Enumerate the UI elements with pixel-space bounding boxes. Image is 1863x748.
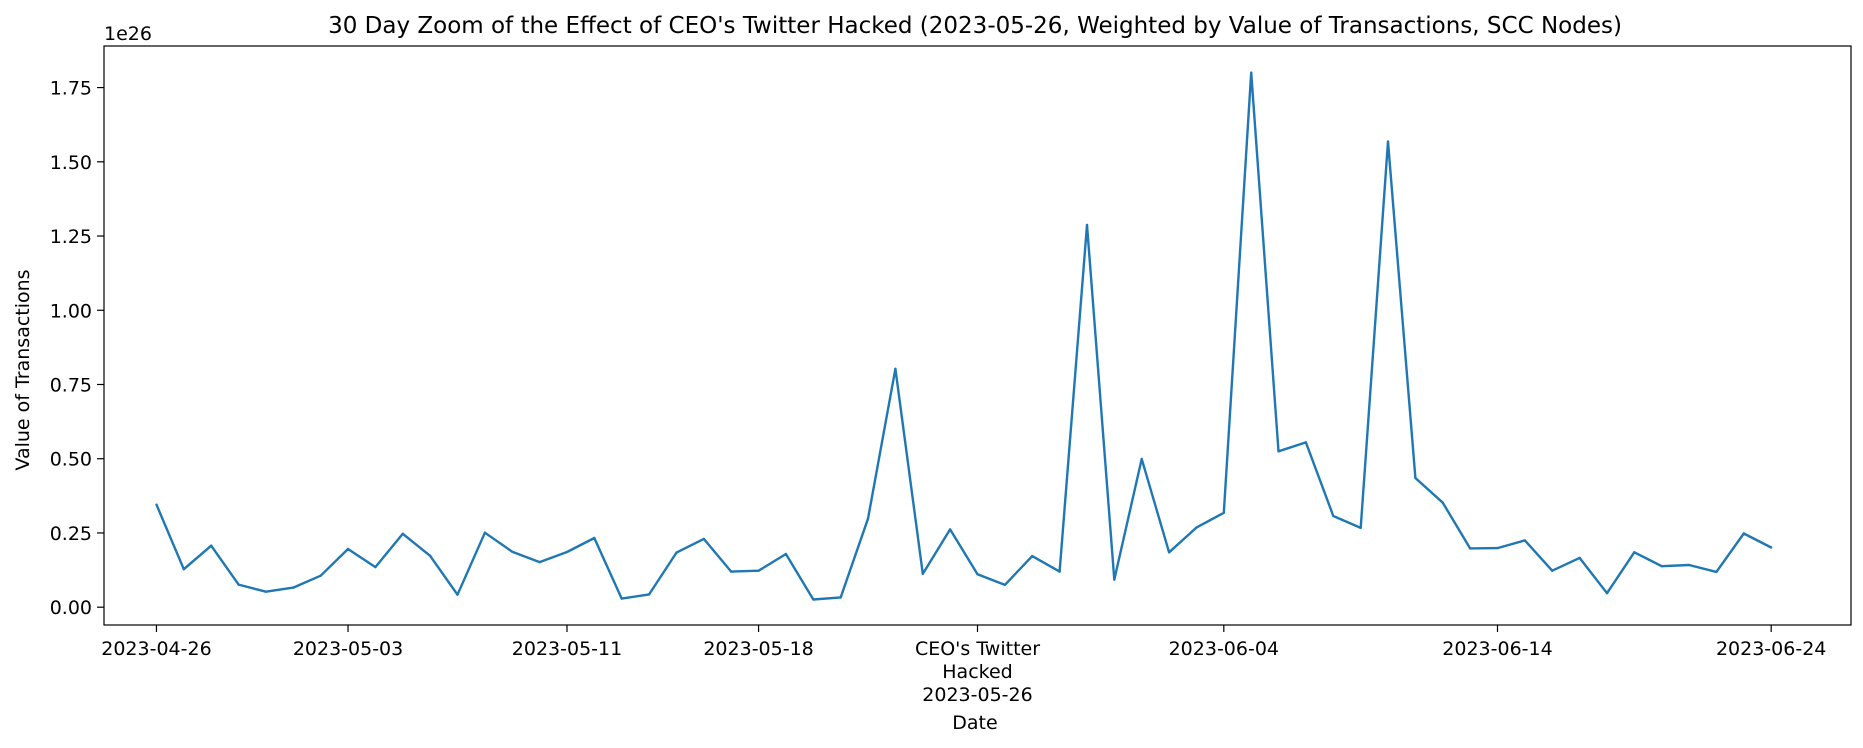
data-point bbox=[1605, 592, 1609, 595]
data-point bbox=[1633, 551, 1636, 554]
data-point bbox=[1277, 450, 1280, 453]
data-point bbox=[894, 367, 897, 370]
data-point bbox=[620, 597, 623, 600]
x-tick-label: 2023-05-03 bbox=[293, 638, 403, 660]
data-point bbox=[1523, 539, 1527, 542]
chart-title: 30 Day Zoom of the Effect of CEO's Twitt… bbox=[328, 13, 1622, 39]
y-tick-label: 1.25 bbox=[50, 226, 92, 248]
data-point bbox=[1003, 583, 1007, 587]
x-tick-label: 2023-06-14 bbox=[1442, 638, 1552, 660]
data-point bbox=[757, 569, 760, 572]
y-axis: 0.00 0.25 0.50 0.75 1.00 1.25 1.50 1.75 bbox=[50, 78, 104, 619]
data-point bbox=[374, 565, 377, 569]
data-point bbox=[948, 528, 952, 531]
data-point bbox=[538, 560, 541, 564]
data-point bbox=[1742, 532, 1746, 535]
data-point bbox=[1770, 546, 1773, 549]
data-point bbox=[812, 598, 815, 601]
y-tick-label: 0.00 bbox=[50, 597, 92, 619]
data-point bbox=[730, 570, 733, 573]
data-point bbox=[702, 537, 705, 541]
data-point bbox=[1031, 554, 1034, 558]
data-point bbox=[428, 554, 432, 557]
data-point bbox=[182, 568, 185, 571]
data-point bbox=[1359, 526, 1362, 530]
data-point bbox=[1195, 526, 1198, 529]
x-tick-label: 2023-06-04 bbox=[1169, 638, 1279, 660]
data-point bbox=[237, 583, 240, 586]
x-tick-label: 2023-04-26 bbox=[101, 638, 211, 660]
data-point bbox=[1140, 457, 1143, 461]
y-tick-label: 1.00 bbox=[50, 300, 92, 322]
data-point bbox=[976, 573, 979, 576]
data-point bbox=[1304, 441, 1308, 444]
data-point bbox=[1578, 556, 1581, 560]
y-tick-label: 0.50 bbox=[50, 449, 92, 471]
data-point bbox=[784, 552, 788, 556]
event-annotation-label: Hacked bbox=[942, 661, 1012, 683]
series-line bbox=[155, 71, 1772, 601]
data-point bbox=[1058, 570, 1061, 573]
data-point bbox=[866, 517, 870, 520]
y-axis-offset-label: 1e26 bbox=[104, 23, 152, 45]
y-tick-label: 1.75 bbox=[50, 78, 92, 100]
x-tick-label: 2023-05-11 bbox=[512, 638, 622, 660]
y-tick-label: 0.25 bbox=[50, 523, 92, 545]
data-point bbox=[1113, 578, 1116, 581]
data-point bbox=[675, 551, 678, 554]
data-point bbox=[319, 574, 322, 577]
x-axis: 2023-04-26 2023-05-03 2023-05-11 2023-05-18… bbox=[101, 625, 1826, 706]
data-point bbox=[1332, 514, 1335, 518]
data-point bbox=[1715, 570, 1718, 574]
data-point bbox=[1222, 511, 1226, 514]
data-point bbox=[292, 586, 295, 589]
data-point bbox=[401, 532, 404, 535]
data-point bbox=[1085, 223, 1089, 227]
data-point bbox=[1167, 551, 1171, 554]
data-point bbox=[210, 544, 213, 547]
data-point bbox=[1687, 563, 1691, 567]
data-point bbox=[1414, 476, 1417, 480]
data-point bbox=[1660, 565, 1663, 568]
data-point bbox=[1250, 71, 1253, 74]
data-point bbox=[593, 536, 596, 540]
x-tick-label: 2023-05-18 bbox=[703, 638, 813, 660]
y-tick-label: 1.50 bbox=[50, 152, 92, 174]
data-point bbox=[264, 590, 268, 593]
data-point bbox=[1496, 546, 1499, 550]
x-tick-label: 2023-06-24 bbox=[1716, 638, 1826, 660]
data-point bbox=[456, 593, 459, 596]
data-point bbox=[1441, 501, 1445, 504]
data-point bbox=[1551, 569, 1554, 572]
data-point bbox=[1468, 547, 1472, 550]
data-point bbox=[565, 550, 569, 554]
plot-series bbox=[155, 71, 1773, 601]
data-point bbox=[155, 503, 158, 506]
event-annotation-label: CEO's Twitter bbox=[915, 638, 1040, 660]
data-point bbox=[921, 572, 924, 576]
event-annotation-label: 2023-05-26 bbox=[922, 684, 1032, 706]
data-point bbox=[839, 596, 842, 599]
data-point bbox=[483, 531, 487, 534]
y-tick-label: 0.75 bbox=[50, 374, 92, 396]
data-point bbox=[1386, 140, 1390, 143]
data-point bbox=[346, 547, 350, 551]
data-point bbox=[647, 593, 651, 596]
x-axis-label: Date bbox=[952, 712, 997, 734]
y-axis-label: Value of Transactions bbox=[12, 269, 34, 470]
data-point bbox=[511, 550, 514, 553]
plot-area-frame bbox=[103, 45, 1852, 626]
